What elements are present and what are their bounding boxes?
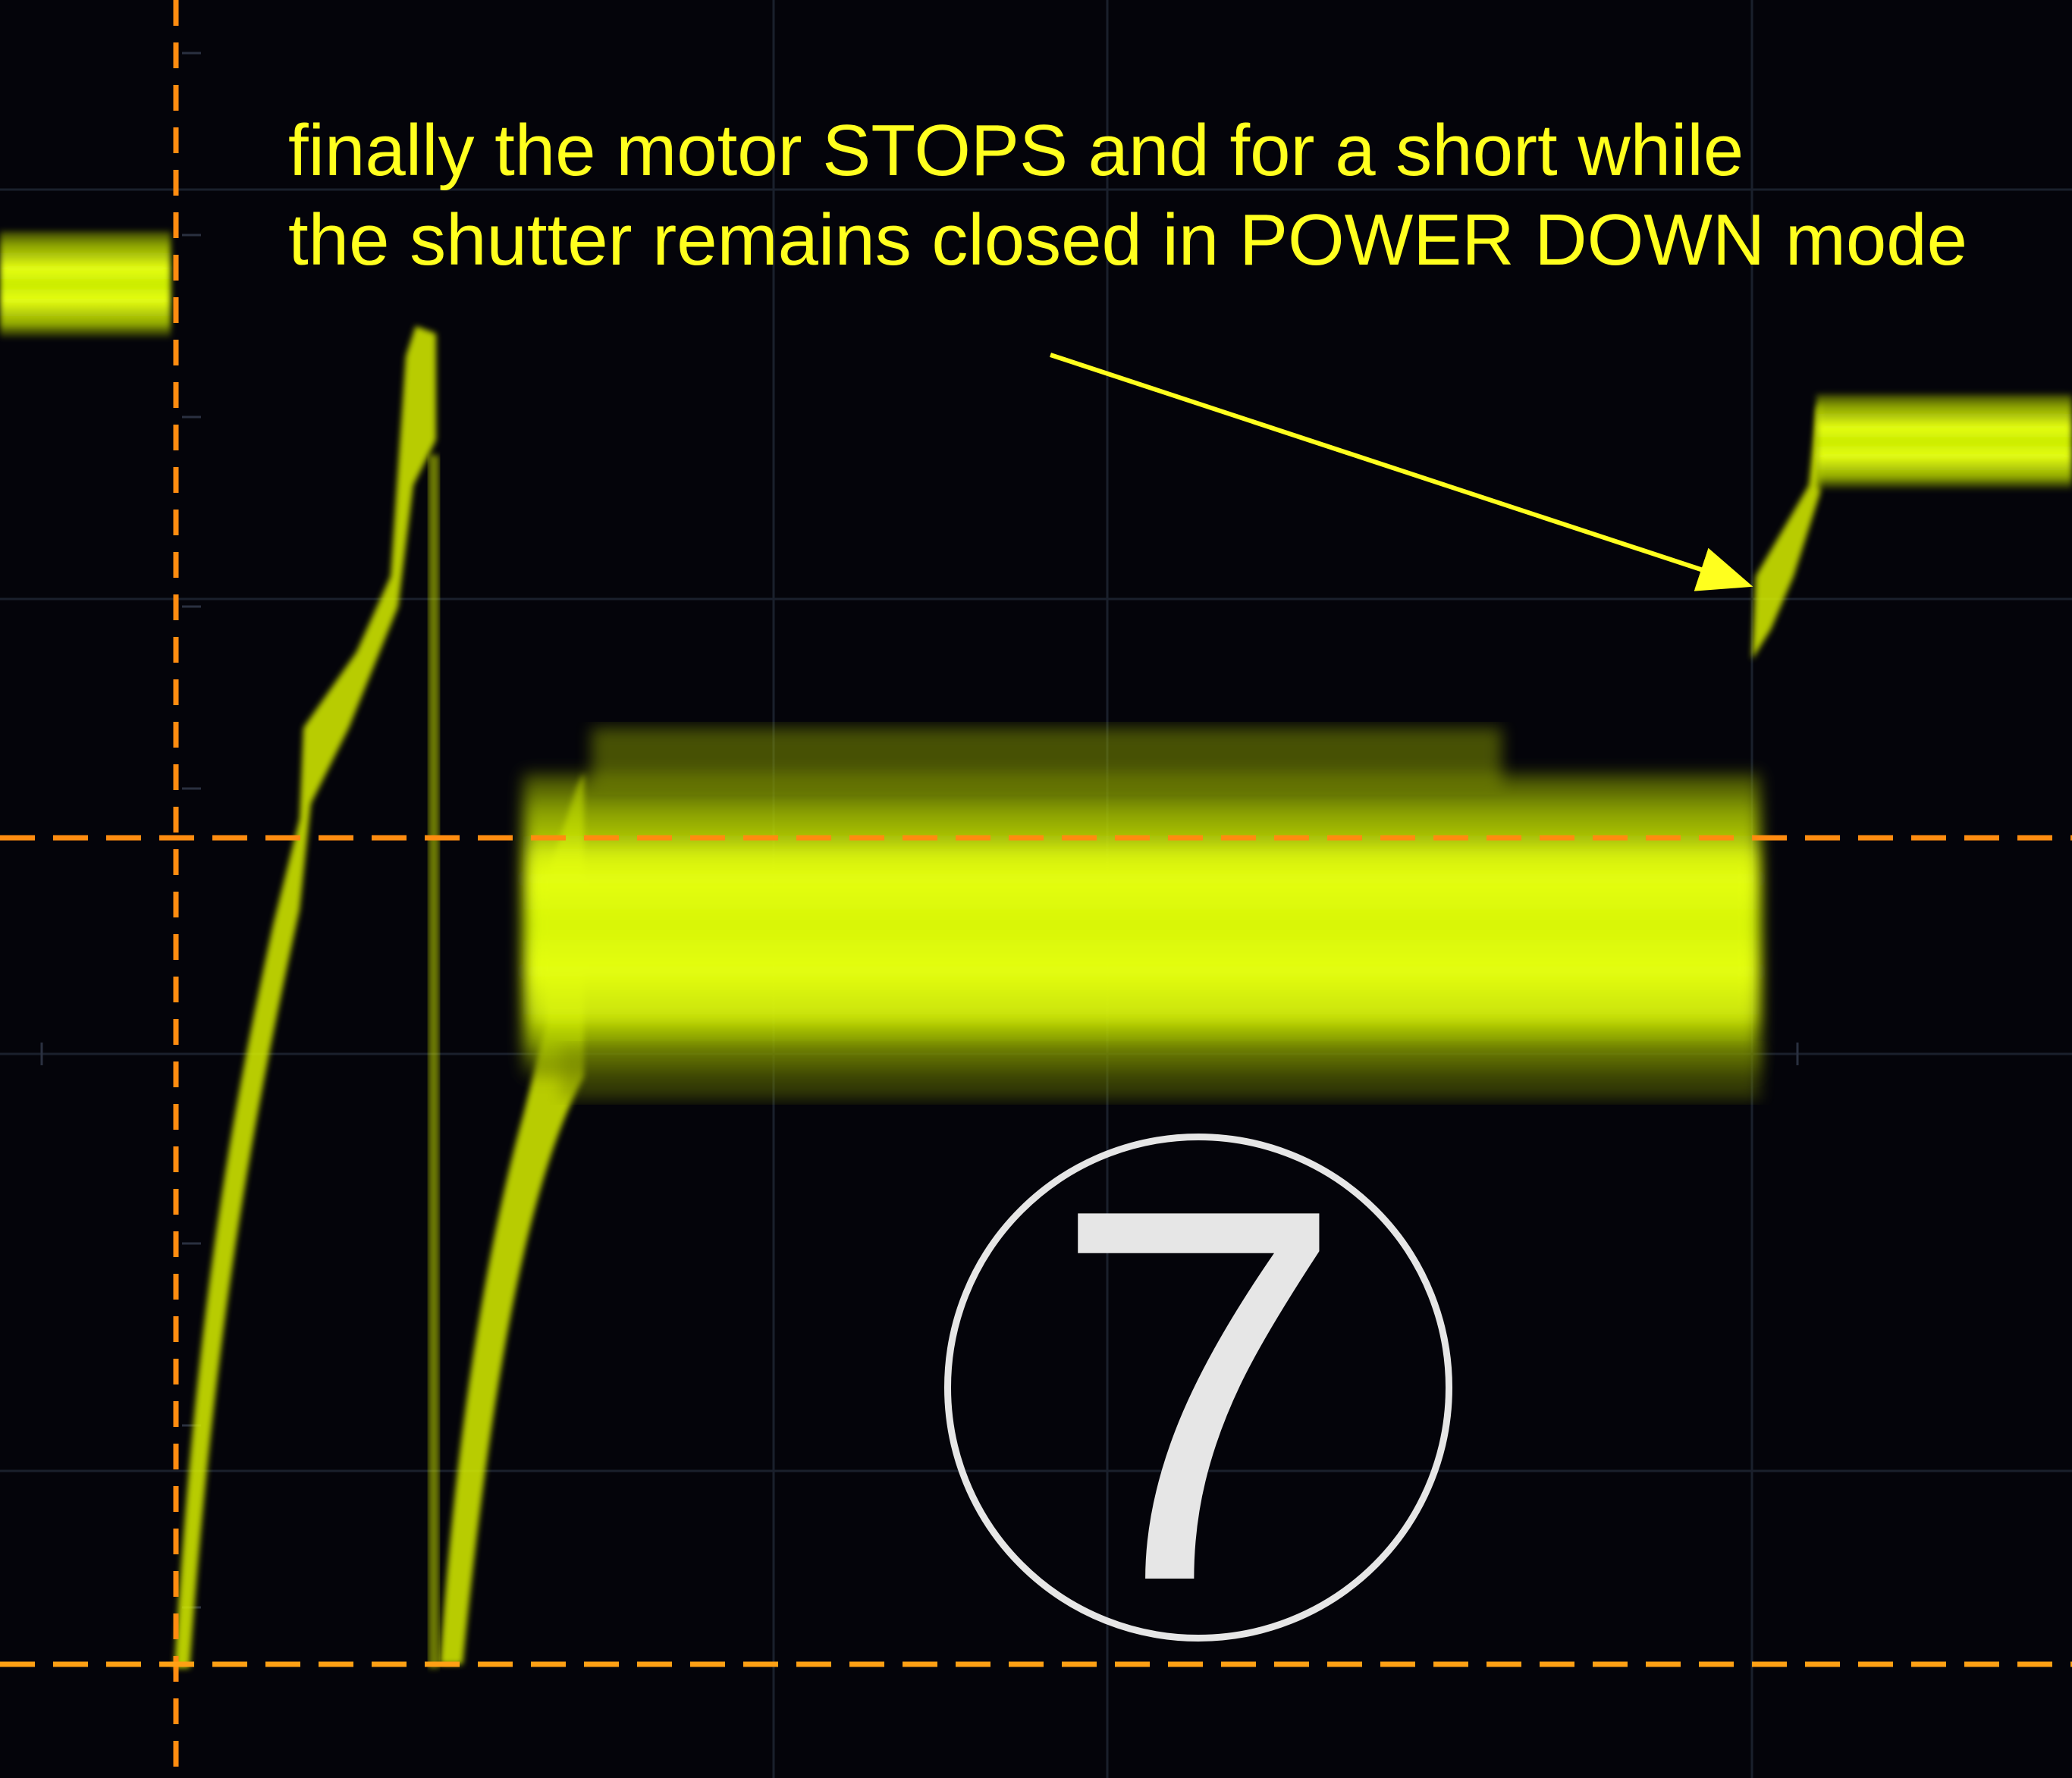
- trace-spike: [429, 455, 439, 1668]
- circled-number-icon: 7: [944, 1099, 1452, 1692]
- annotation-text: finally the motor STOPS and for a short …: [288, 106, 1967, 285]
- trace-initial-high: [0, 231, 171, 337]
- annotation-line-2: the shutter remains closed in POWER DOWN…: [288, 199, 1968, 281]
- waveform-trace: [0, 231, 2072, 1668]
- trace-main-band-core: [531, 849, 1756, 1024]
- annotation-line-1: finally the motor STOPS and for a short …: [288, 110, 1744, 191]
- trace-power-down-rise: [1752, 402, 1820, 660]
- trace-main-band-bottom: [561, 1046, 1760, 1099]
- trace-first-rise: [174, 326, 436, 1668]
- arrow-pointer-icon: [1050, 353, 1753, 591]
- trace-final-high: [1816, 394, 2072, 489]
- step-number: 7: [1050, 1099, 1346, 1692]
- trace-main-band-top: [592, 728, 1502, 789]
